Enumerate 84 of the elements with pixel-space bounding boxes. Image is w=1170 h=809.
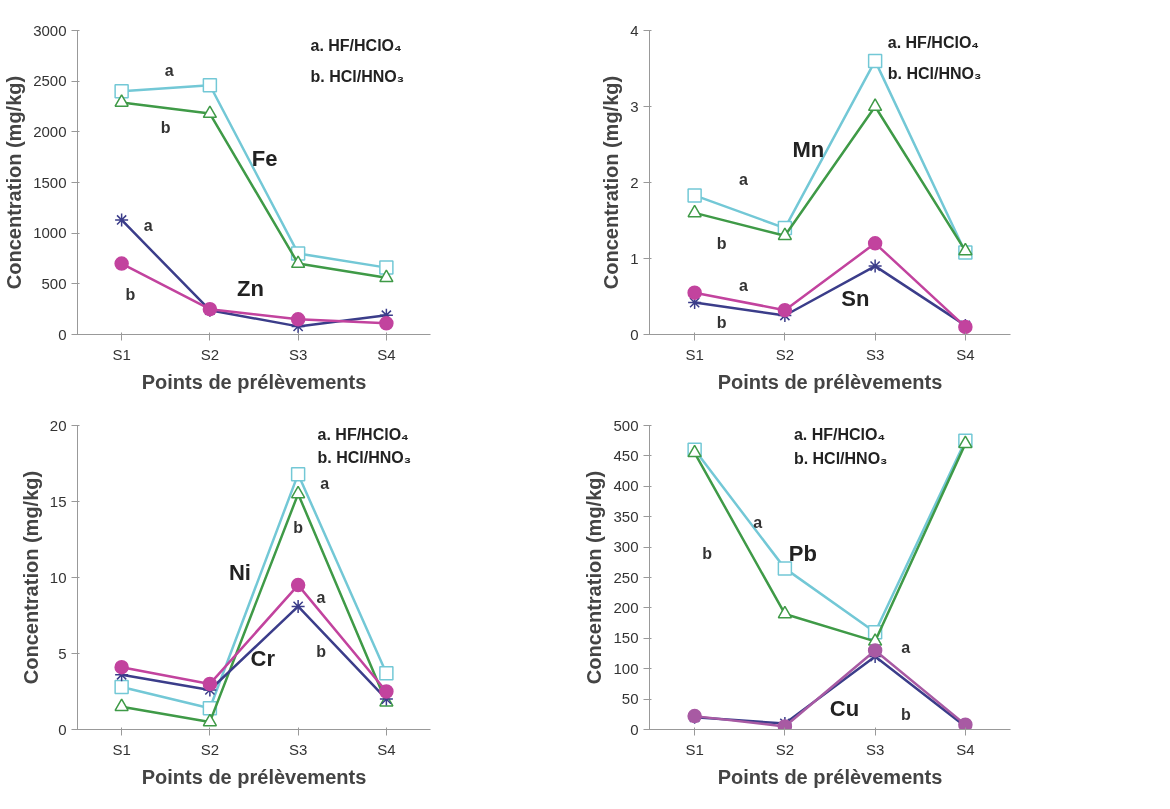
annotation: Zn xyxy=(237,276,264,302)
x-tick-label: S3 xyxy=(865,740,885,758)
y-tick-label: 10 xyxy=(49,568,67,586)
y-tick-label: 20 xyxy=(49,416,67,434)
x-axis-title: Points de prélèvements xyxy=(717,370,943,393)
y-tick-label: 250 xyxy=(613,568,639,586)
y-tick-label: 0 xyxy=(630,325,639,343)
y-tick-label: 400 xyxy=(613,477,639,495)
annotation: b. HCl/HNO₃ xyxy=(887,64,982,82)
x-tick-label: S2 xyxy=(775,740,795,758)
annotation: b xyxy=(900,705,911,723)
x-tick-label: S1 xyxy=(685,740,704,758)
annotation: a xyxy=(753,514,763,532)
y-tick-label: 50 xyxy=(621,690,639,708)
x-tick-label: S2 xyxy=(200,345,220,363)
annotation: b xyxy=(293,518,304,536)
annotation: Cu xyxy=(829,695,860,721)
x-tick-label: S1 xyxy=(685,345,704,363)
y-tick-label: 1 xyxy=(630,249,639,267)
annotation: a xyxy=(164,61,174,79)
y-tick-label: 1000 xyxy=(33,224,67,242)
annotation: b xyxy=(316,643,327,661)
annotation: a xyxy=(901,638,911,656)
x-axis-title: Points de prélèvements xyxy=(141,765,367,788)
y-tick-label: 2 xyxy=(630,173,639,191)
annotation: a. HF/HClO₄ xyxy=(887,34,979,52)
y-tick-label: 500 xyxy=(613,416,639,434)
annotation: a xyxy=(143,216,153,234)
annotation: Mn xyxy=(792,136,825,162)
annotation: a xyxy=(738,170,748,188)
annotation: a xyxy=(316,588,326,606)
x-tick-label: S2 xyxy=(775,345,795,363)
y-tick-label: 3 xyxy=(630,97,639,115)
y-tick-label: 2000 xyxy=(33,122,67,140)
annotation: a xyxy=(738,277,748,295)
x-tick-label: S2 xyxy=(200,740,220,758)
x-tick-label: S4 xyxy=(377,345,396,363)
x-tick-label: S3 xyxy=(288,345,308,363)
y-tick-label: 5 xyxy=(58,644,67,662)
annotation: b. HCl/HNO₃ xyxy=(317,448,412,466)
x-tick-label: S1 xyxy=(112,740,131,758)
y-axis-title: Concentration (mg/kg) xyxy=(600,75,623,290)
annotation: b. HCl/HNO₃ xyxy=(310,67,405,85)
annotation: Sn xyxy=(841,285,870,311)
annotation: b xyxy=(125,286,136,304)
x-tick-label: S4 xyxy=(956,345,975,363)
annotation: a xyxy=(320,474,330,492)
y-tick-label: 150 xyxy=(613,629,639,647)
x-axis-title: Points de prélèvements xyxy=(141,370,367,393)
annotation: Pb xyxy=(788,540,817,566)
y-tick-label: 0 xyxy=(58,325,67,343)
y-tick-label: 3000 xyxy=(33,21,67,39)
x-tick-label: S3 xyxy=(865,345,885,363)
y-tick-label: 2500 xyxy=(33,72,67,90)
annotation: b xyxy=(160,119,171,137)
x-tick-label: S1 xyxy=(112,345,131,363)
y-tick-label: 500 xyxy=(41,274,67,292)
annotation: b xyxy=(716,313,727,331)
x-tick-label: S4 xyxy=(377,740,396,758)
y-tick-label: 200 xyxy=(613,598,639,616)
annotation: a. HF/HClO₄ xyxy=(793,426,886,444)
y-tick-label: 0 xyxy=(58,720,67,738)
annotation: Ni xyxy=(228,560,251,586)
y-tick-label: 300 xyxy=(613,538,639,556)
annotation: b. HCl/HNO₃ xyxy=(793,450,888,468)
annotation: b xyxy=(702,544,713,562)
y-tick-label: 15 xyxy=(49,492,67,510)
annotation: Cr xyxy=(250,645,276,671)
y-axis-title: Concentration (mg/kg) xyxy=(3,75,26,290)
y-tick-label: 0 xyxy=(630,720,639,738)
annotation: b xyxy=(716,234,727,252)
x-tick-label: S4 xyxy=(956,740,975,758)
y-tick-label: 350 xyxy=(613,507,639,525)
x-tick-label: S3 xyxy=(288,740,308,758)
y-tick-label: 450 xyxy=(613,446,639,464)
annotation: a. HF/HClO₄ xyxy=(317,426,409,444)
annotation: Fe xyxy=(251,145,278,171)
y-tick-label: 4 xyxy=(630,21,639,39)
y-tick-label: 1500 xyxy=(33,173,67,191)
x-axis-title: Points de prélèvements xyxy=(717,765,943,788)
y-tick-label: 100 xyxy=(613,659,639,677)
annotation: a. HF/HClO₄ xyxy=(310,37,402,55)
y-axis-title: Concentration (mg/kg) xyxy=(583,470,606,685)
y-axis-title: Concentration (mg/kg) xyxy=(19,470,42,685)
